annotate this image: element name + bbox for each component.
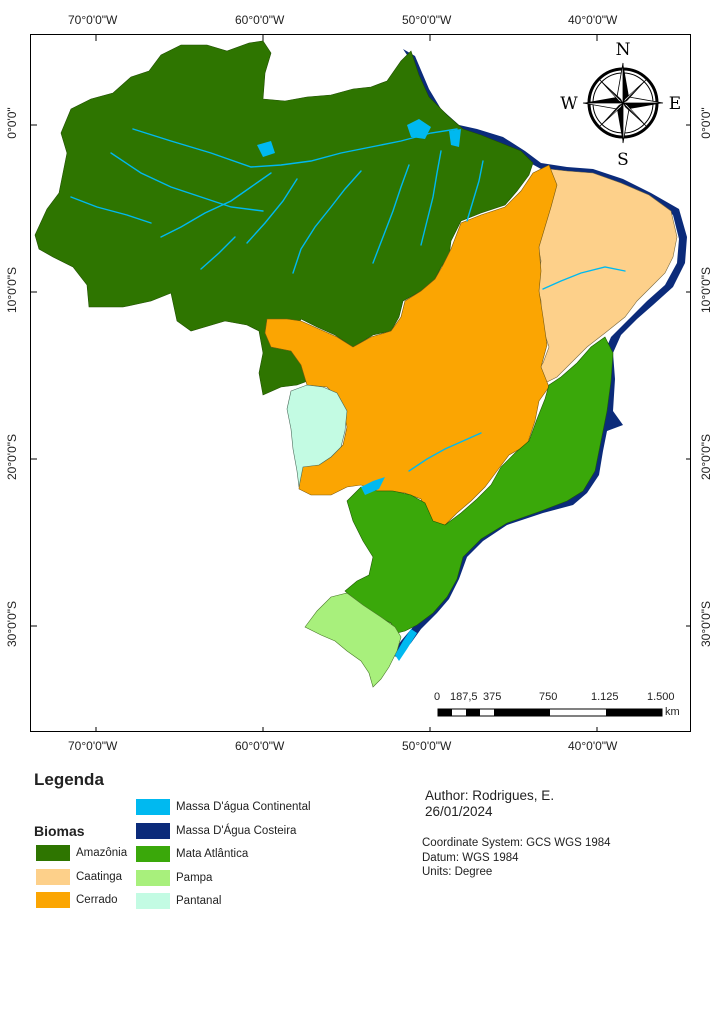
legend-swatch-mata-atlantica [136,846,170,862]
legend-label-massa-continental: Massa D'água Continental [176,801,311,813]
scale-label-1500: 1.500 [647,691,675,703]
lon-label-top-60w: 60°0'0"W [235,13,285,27]
units-info: Units: Degree [422,866,493,878]
lat-label-right-0: 0°0'0" [699,107,713,139]
scale-label-187-5: 187,5 [450,691,478,703]
scale-label-0: 0 [434,691,441,703]
brazil-biomes-map: N S E W [31,35,690,731]
lon-label-bottom-40w: 40°0'0"W [568,739,618,753]
legend-title: Legenda [34,770,104,789]
scale-label-1125: 1.125 [591,691,619,703]
lon-label-top-40w: 40°0'0"W [568,13,618,27]
continental-water-bodies [257,119,461,661]
legend-label-pampa: Pampa [176,872,213,884]
legend-swatch-amazonia [36,845,70,861]
legend-swatch-caatinga [36,869,70,885]
map-frame: N S E W 0 187,5 375 750 1.125 1.500 km [30,34,691,732]
scale-bar [437,708,663,717]
legend-label-pantanal: Pantanal [176,895,222,907]
cerrado-region [264,164,558,532]
legend-label-amazonia: Amazônia [76,847,128,859]
legend-swatch-massa-costeira [136,823,170,839]
legend-label-caatinga: Caatinga [76,871,123,883]
lat-label-left-10s: 10°0'0"S [5,266,19,314]
legend-label-cerrado: Cerrado [76,894,118,906]
map-date: 26/01/2024 [425,804,493,819]
pantanal-region [286,384,348,488]
compass-w-label: W [560,94,578,114]
author-credit: Author: Rodrigues, E. [425,788,555,803]
graticule-ticks [31,35,690,731]
lat-label-right-30s: 30°0'0"S [699,600,713,648]
mata-atlantica-region [344,336,614,634]
lat-label-right-20s: 20°0'0"S [699,433,713,481]
compass-e-label: E [669,94,681,114]
legend-group-title: Biomas [34,823,85,839]
legend-label-mata-atlantica: Mata Atlântica [176,848,249,860]
lat-label-left-0: 0°0'0" [5,107,19,139]
scale-unit-label: km [665,706,680,718]
coordinate-system-info: Coordinate System: GCS WGS 1984 [422,837,611,849]
legend-swatch-pampa [136,870,170,886]
scale-label-375: 375 [483,691,502,703]
legend-label-massa-costeira: Massa D'Água Costeira [176,825,297,837]
lon-label-bottom-60w: 60°0'0"W [235,739,285,753]
legend-swatch-massa-continental [136,799,170,815]
pampa-region [304,592,402,688]
compass-s-label: S [617,150,629,170]
north-arrow-compass-icon: N S E W [560,40,681,170]
lon-label-top-50w: 50°0'0"W [402,13,452,27]
continental-water-rivers [70,128,626,472]
lon-label-bottom-70w: 70°0'0"W [68,739,118,753]
compass-n-label: N [616,40,631,60]
lat-label-right-10s: 10°0'0"S [699,266,713,314]
lon-label-bottom-50w: 50°0'0"W [402,739,452,753]
lon-label-top-70w: 70°0'0"W [68,13,118,27]
lat-label-left-30s: 30°0'0"S [5,600,19,648]
legend-swatch-cerrado [36,892,70,908]
datum-info: Datum: WGS 1984 [422,852,519,864]
scale-label-750: 750 [539,691,558,703]
legend-swatch-pantanal [136,893,170,909]
lat-label-left-20s: 20°0'0"S [5,433,19,481]
